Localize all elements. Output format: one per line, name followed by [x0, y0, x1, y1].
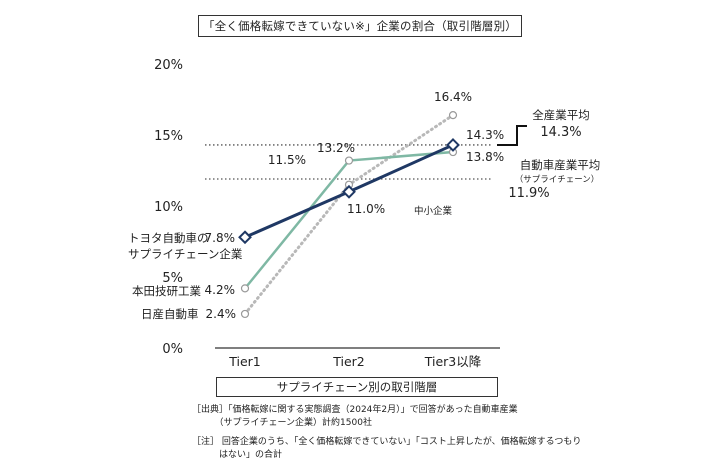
reference-bracket [497, 124, 527, 146]
series-label-honda: 本田技研工業 [132, 284, 201, 298]
toyota-point [342, 184, 356, 199]
footnote: ［注］ 回答企業のうち、「全く価格転嫁できていない」「コスト上昇したが、価格転嫁… [192, 437, 582, 460]
y-tick-label: 20% [154, 58, 183, 73]
data-label-nissan: 2.4% [206, 307, 237, 321]
source-note: ［出典］「価格転嫁に関する実態調査（2024年2月）」で回答があった自動車産業 … [192, 405, 518, 428]
data-label-nissan: 11.5% [268, 153, 306, 167]
y-tick-label: 0% [162, 342, 183, 357]
honda-point [344, 156, 354, 165]
toyota-point [238, 230, 252, 245]
x-tick-label: Tier1 [228, 354, 261, 369]
reference-sublabel: （サプライチェーン） [515, 174, 600, 185]
x-tick-label: Tier3以降 [424, 354, 482, 369]
reference-value: 14.3% [540, 125, 581, 140]
x-axis-title: サプライチェーン別の取引階層 [216, 377, 498, 397]
y-tick-label: 10% [154, 200, 183, 215]
data-label-honda: 4.2% [205, 283, 236, 297]
data-label-toyota: 14.3% [466, 128, 504, 142]
honda-point [240, 284, 250, 293]
data-label-toyota: 11.0% [347, 202, 385, 216]
nissan-point [448, 111, 458, 120]
chart-title: 「全く価格転嫁できていない※」企業の割合（取引階層別） [198, 15, 522, 37]
data-label-toyota: 7.8% [205, 231, 236, 245]
series-label-nissan: 日産自動車 [141, 307, 199, 321]
series-label-toyota: サプライチェーン企業 [128, 247, 243, 261]
reference-value: 11.9% [508, 186, 549, 201]
data-label-honda: 13.8% [466, 150, 504, 164]
reference-label: 全産業平均 [532, 108, 590, 122]
nissan-point [240, 309, 250, 319]
y-tick-label: 5% [162, 271, 183, 286]
annotation: 中小企業 [414, 205, 453, 217]
reference-label: 自動車産業平均 [520, 158, 601, 172]
x-tick-label: Tier2 [332, 354, 365, 369]
series-label-toyota: トヨタ自動車の [128, 231, 209, 245]
data-label-honda: 13.2% [317, 141, 355, 155]
data-label-nissan: 16.4% [434, 90, 472, 104]
series-line-honda [244, 150, 454, 290]
toyota-point [446, 138, 460, 152]
y-tick-label: 15% [154, 129, 183, 144]
